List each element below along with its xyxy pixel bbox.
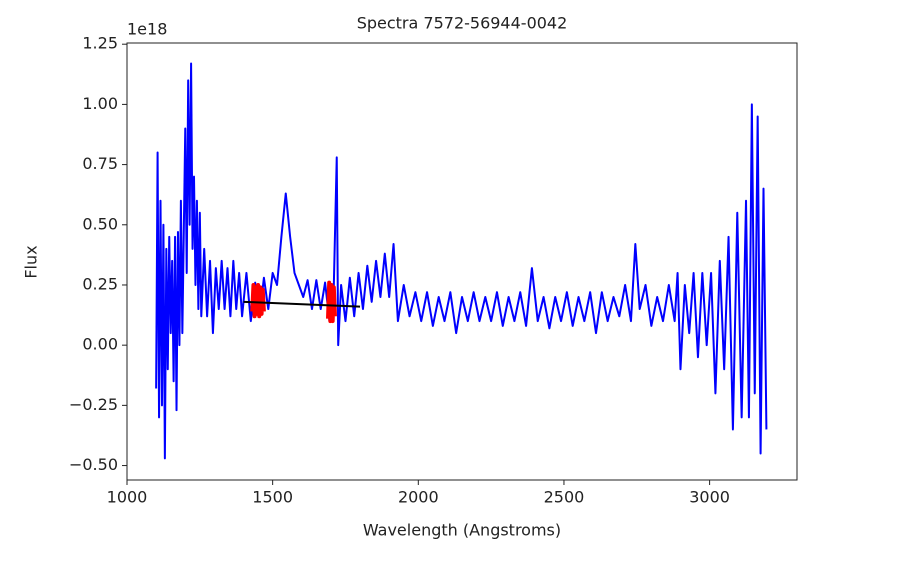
y-tick-label: 0.50 xyxy=(82,214,118,233)
x-tick-label: 3000 xyxy=(689,488,730,507)
y-offset-label: 1e18 xyxy=(127,20,167,39)
y-tick-label: 0.00 xyxy=(82,335,118,354)
y-tick-label: 1.25 xyxy=(82,34,118,53)
x-tick-label: 2000 xyxy=(398,488,439,507)
series-line xyxy=(250,282,266,319)
x-tick-label: 1000 xyxy=(107,488,148,507)
x-tick-label: 1500 xyxy=(252,488,293,507)
y-tick-label: −0.50 xyxy=(69,455,118,474)
x-tick-label: 2500 xyxy=(544,488,585,507)
chart-title: Spectra 7572-56944-0042 xyxy=(357,14,568,33)
series-line xyxy=(326,280,337,324)
series-line xyxy=(155,62,768,460)
y-tick-label: 0.75 xyxy=(82,154,118,173)
y-tick-label: 1.00 xyxy=(82,94,118,113)
plot-frame xyxy=(126,42,798,481)
x-axis-label: Wavelength (Angstroms) xyxy=(363,521,561,540)
series-line xyxy=(243,300,361,308)
y-axis-label: Flux xyxy=(22,245,41,278)
y-tick-label: 0.25 xyxy=(82,274,118,293)
y-tick-label: −0.25 xyxy=(69,395,118,414)
